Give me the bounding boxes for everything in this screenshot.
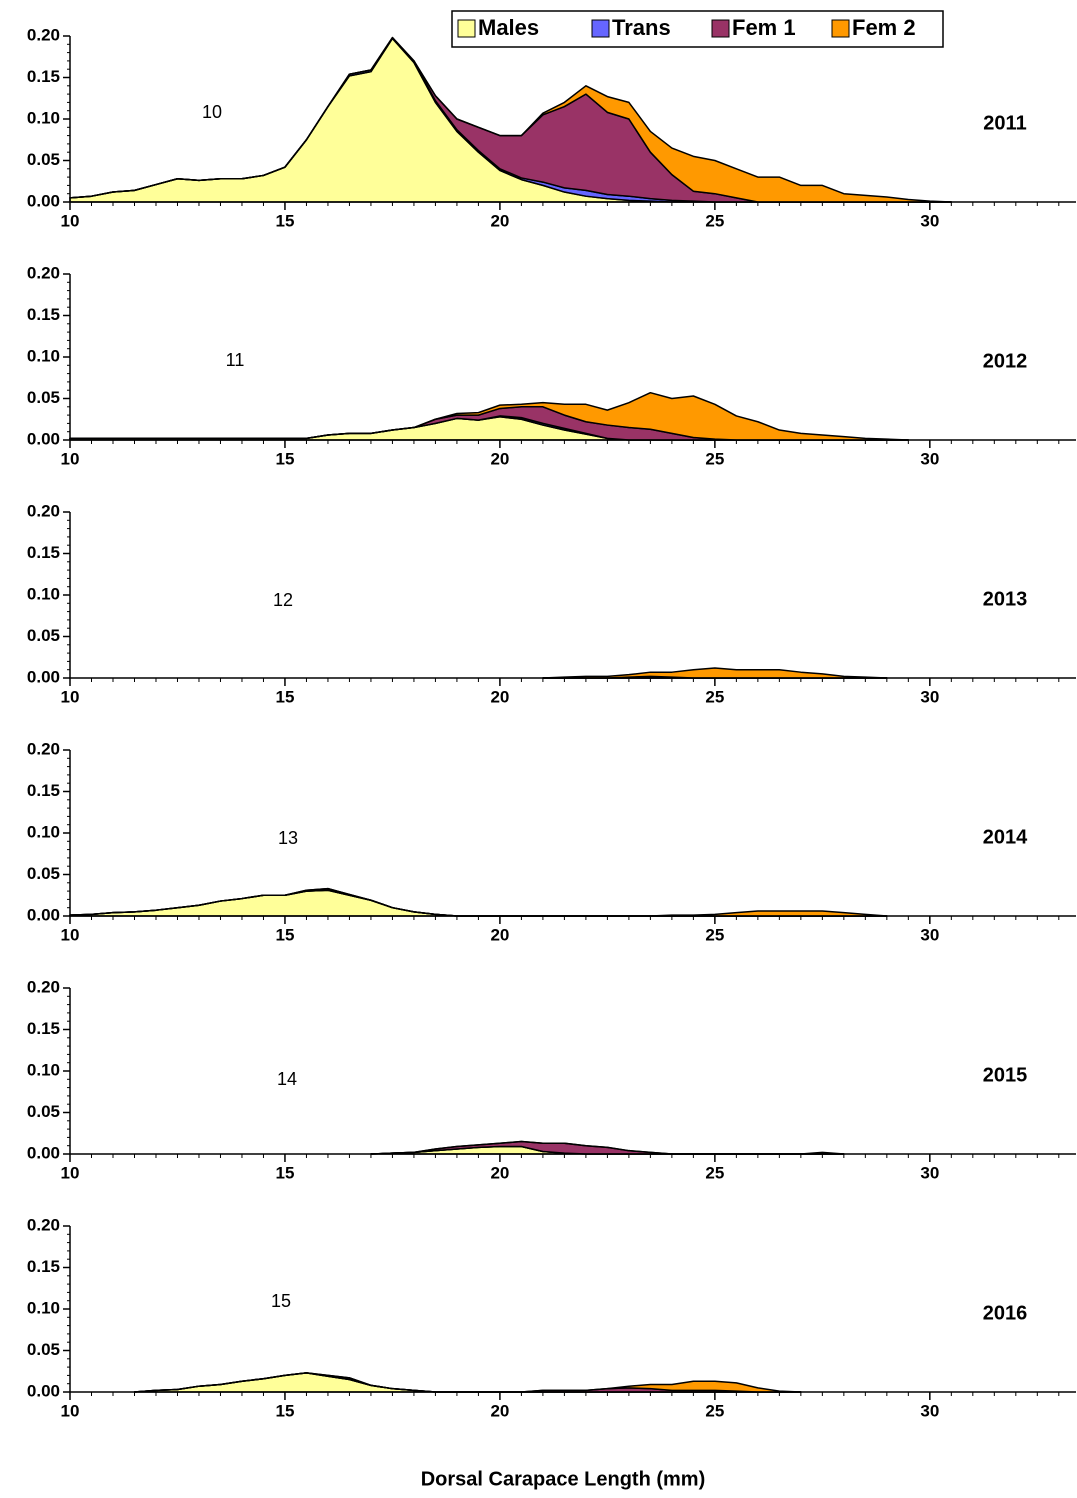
x-tick-label: 20 (490, 925, 509, 944)
y-tick-label: 0.20 (27, 501, 60, 520)
y-tick-label: 0.05 (27, 626, 60, 645)
x-tick-label: 25 (705, 1401, 724, 1420)
y-tick-label: 0.05 (27, 150, 60, 169)
y-tick-label: 0.00 (27, 905, 60, 924)
x-tick-label: 30 (920, 925, 939, 944)
x-tick-label: 20 (490, 687, 509, 706)
y-tick-label: 0.10 (27, 346, 60, 365)
x-tick-label: 10 (61, 925, 80, 944)
legend-label: Males (478, 15, 539, 40)
x-tick-label: 25 (705, 925, 724, 944)
panel-year: 2014 (983, 826, 1028, 848)
legend-swatch (591, 19, 610, 38)
y-tick-label: 0.10 (27, 108, 60, 127)
x-tick-label: 20 (490, 1163, 509, 1182)
x-tick-label: 25 (705, 211, 724, 230)
x-tick-label: 10 (61, 1401, 80, 1420)
y-tick-label: 0.15 (27, 543, 60, 562)
x-tick-label: 25 (705, 449, 724, 468)
x-tick-label: 30 (920, 1401, 939, 1420)
panel-annotation: 12 (273, 590, 293, 610)
y-tick-label: 0.10 (27, 822, 60, 841)
x-tick-label: 20 (490, 1401, 509, 1420)
x-tick-label: 30 (920, 211, 939, 230)
y-tick-label: 0.00 (27, 667, 60, 686)
panel-annotation: 13 (278, 828, 298, 848)
x-tick-label: 30 (920, 1163, 939, 1182)
y-tick-label: 0.00 (27, 1143, 60, 1162)
y-tick-label: 0.15 (27, 1019, 60, 1038)
x-tick-label: 15 (275, 449, 294, 468)
legend-swatch (831, 19, 850, 38)
y-tick-label: 0.20 (27, 977, 60, 996)
y-tick-label: 0.10 (27, 1298, 60, 1317)
y-tick-label: 0.15 (27, 305, 60, 324)
y-tick-label: 0.05 (27, 1102, 60, 1121)
y-tick-label: 0.05 (27, 864, 60, 883)
panel-year: 2015 (983, 1064, 1028, 1086)
y-tick-label: 0.20 (27, 739, 60, 758)
x-tick-label: 25 (705, 687, 724, 706)
x-tick-label: 15 (275, 1163, 294, 1182)
y-tick-label: 0.10 (27, 584, 60, 603)
y-tick-label: 0.15 (27, 67, 60, 86)
y-tick-label: 0.10 (27, 1060, 60, 1079)
x-tick-label: 15 (275, 1401, 294, 1420)
x-tick-label: 15 (275, 687, 294, 706)
x-tick-label: 10 (61, 1163, 80, 1182)
x-tick-label: 30 (920, 687, 939, 706)
y-tick-label: 0.00 (27, 429, 60, 448)
panel-annotation: 10 (202, 102, 222, 122)
legend-box (451, 10, 944, 48)
panel-annotation: 14 (277, 1069, 297, 1089)
area-series (542, 667, 888, 679)
panel-year: 2016 (983, 1302, 1028, 1324)
y-tick-label: 0.00 (27, 191, 60, 210)
x-axis-title: Dorsal Carapace Length (mm) (421, 1468, 706, 1490)
legend-swatch (457, 19, 476, 38)
x-tick-label: 10 (61, 687, 80, 706)
x-tick-label: 15 (275, 211, 294, 230)
legend-label: Fem 2 (852, 15, 916, 40)
panel-annotation: 11 (226, 350, 245, 370)
y-tick-label: 0.15 (27, 1257, 60, 1276)
x-tick-label: 20 (490, 211, 509, 230)
y-tick-label: 0.20 (27, 1215, 60, 1234)
y-tick-label: 0.05 (27, 388, 60, 407)
y-tick-label: 0.20 (27, 263, 60, 282)
y-tick-label: 0.20 (27, 25, 60, 44)
legend-swatch (711, 19, 730, 38)
x-tick-label: 25 (705, 1163, 724, 1182)
x-tick-label: 20 (490, 449, 509, 468)
legend-label: Trans (612, 15, 671, 40)
x-tick-label: 10 (61, 449, 80, 468)
y-tick-label: 0.05 (27, 1340, 60, 1359)
panel-annotation: 15 (271, 1291, 291, 1311)
legend-label: Fem 1 (732, 15, 796, 40)
panel-year: 2013 (983, 588, 1028, 610)
y-tick-label: 0.15 (27, 781, 60, 800)
x-tick-label: 30 (920, 449, 939, 468)
panel-year: 2011 (983, 112, 1026, 134)
y-tick-label: 0.00 (27, 1381, 60, 1400)
panel-year: 2012 (983, 350, 1028, 372)
x-tick-label: 10 (61, 211, 80, 230)
x-tick-label: 15 (275, 925, 294, 944)
